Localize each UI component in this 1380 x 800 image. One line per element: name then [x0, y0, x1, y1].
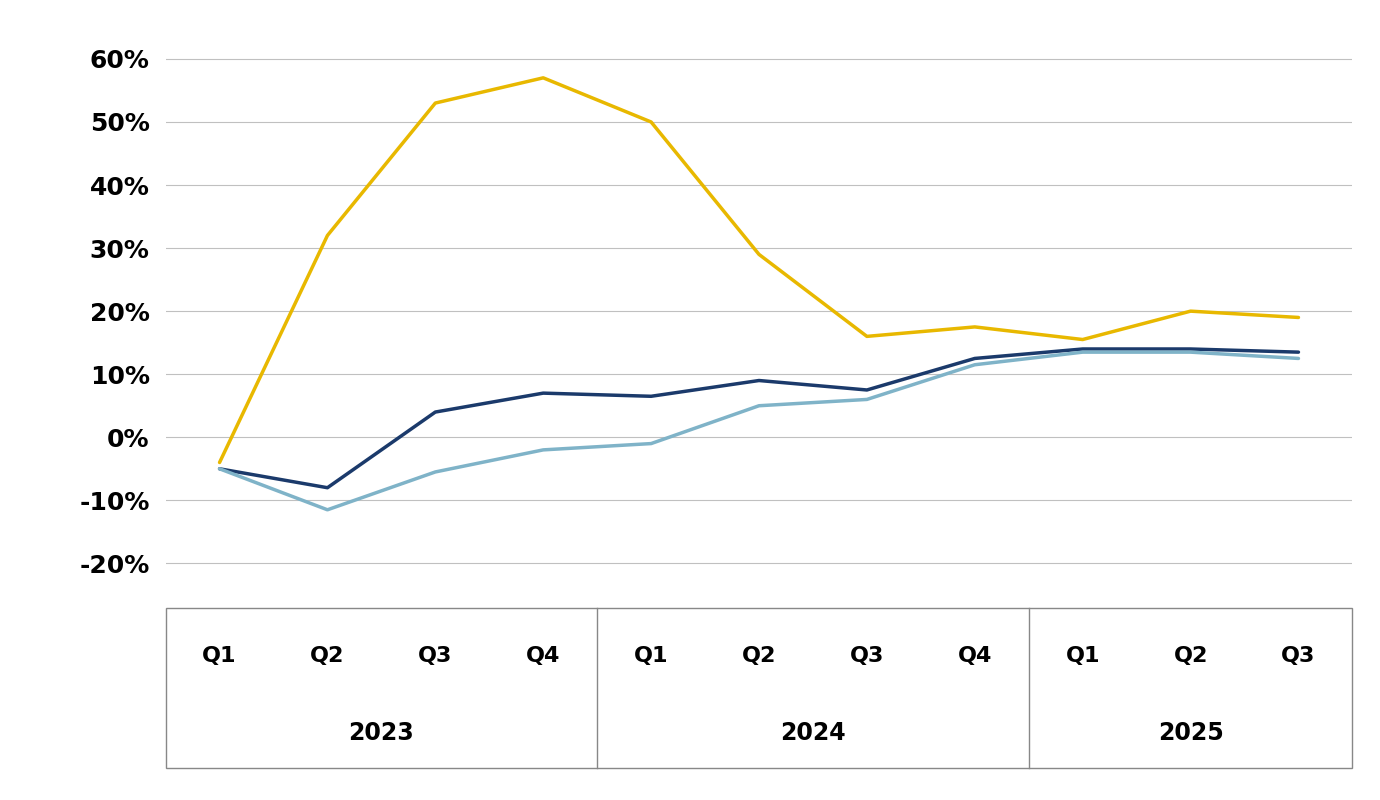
Text: Q3: Q3: [850, 646, 885, 666]
Text: Q3: Q3: [418, 646, 453, 666]
Text: Q1: Q1: [1065, 646, 1100, 666]
Text: 2025: 2025: [1158, 721, 1224, 745]
Text: Q4: Q4: [958, 646, 992, 666]
Text: Q2: Q2: [742, 646, 776, 666]
Text: Q2: Q2: [1173, 646, 1208, 666]
Text: Q4: Q4: [526, 646, 560, 666]
Text: 2023: 2023: [349, 721, 414, 745]
Text: Q3: Q3: [1281, 646, 1315, 666]
Text: Q1: Q1: [633, 646, 668, 666]
Text: Q2: Q2: [310, 646, 345, 666]
Text: 2024: 2024: [780, 721, 846, 745]
Text: Q1: Q1: [203, 646, 237, 666]
